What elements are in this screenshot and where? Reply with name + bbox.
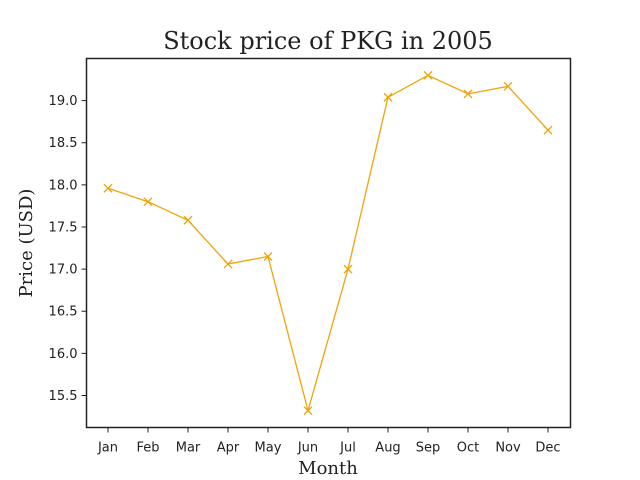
x-tick-label: Mar bbox=[176, 441, 201, 456]
data-point-marker bbox=[223, 259, 233, 269]
y-tick-label: 18.5 bbox=[49, 136, 78, 151]
data-point-marker bbox=[503, 81, 513, 91]
data-point-marker bbox=[423, 70, 433, 80]
data-point-marker bbox=[183, 215, 193, 225]
y-axis: 15.5 16.0 16.5 17.0 17.5 18.0 18.5 19.0 bbox=[49, 94, 87, 404]
data-point-marker bbox=[463, 89, 473, 99]
y-tick-label: 18.0 bbox=[49, 178, 78, 193]
y-tick-label: 17.0 bbox=[49, 263, 78, 278]
x-tick-label: Oct bbox=[457, 441, 479, 456]
x-tick-label: Dec bbox=[535, 441, 560, 456]
data-point-marker bbox=[103, 183, 113, 193]
data-point-marker bbox=[383, 92, 393, 102]
y-tick-label: 15.5 bbox=[49, 389, 78, 404]
data-point-marker bbox=[543, 125, 553, 135]
y-tick-label: 17.5 bbox=[49, 220, 78, 235]
x-tick-label: Aug bbox=[375, 441, 400, 456]
series-line bbox=[107, 74, 549, 414]
data-point-marker bbox=[143, 197, 153, 207]
chart-title: Stock price of PKG in 2005 bbox=[163, 27, 493, 55]
data-point-marker bbox=[343, 264, 353, 274]
x-tick-label: Nov bbox=[495, 441, 521, 456]
x-tick-label: Feb bbox=[136, 441, 159, 456]
y-tick-label: 19.0 bbox=[49, 94, 78, 109]
x-tick-label: May bbox=[255, 441, 282, 456]
x-axis-label: Month bbox=[298, 458, 358, 479]
x-tick-label: Sep bbox=[416, 441, 441, 456]
y-tick-label: 16.0 bbox=[49, 347, 78, 362]
x-tick-label: Jul bbox=[339, 441, 356, 456]
data-point-marker bbox=[263, 252, 273, 261]
plot-area bbox=[103, 70, 553, 416]
plot-frame bbox=[85, 57, 572, 429]
data-point-marker bbox=[303, 406, 313, 416]
y-axis-label: Price (USD) bbox=[16, 189, 37, 298]
y-tick-label: 16.5 bbox=[49, 305, 78, 320]
x-tick-label: Apr bbox=[217, 441, 240, 456]
x-axis: Jan Feb Mar Apr May Jun Jul Aug Sep Oct Nov Dec bbox=[97, 427, 561, 456]
x-tick-label: Jun bbox=[297, 441, 318, 456]
x-tick-label: Jan bbox=[97, 441, 118, 456]
